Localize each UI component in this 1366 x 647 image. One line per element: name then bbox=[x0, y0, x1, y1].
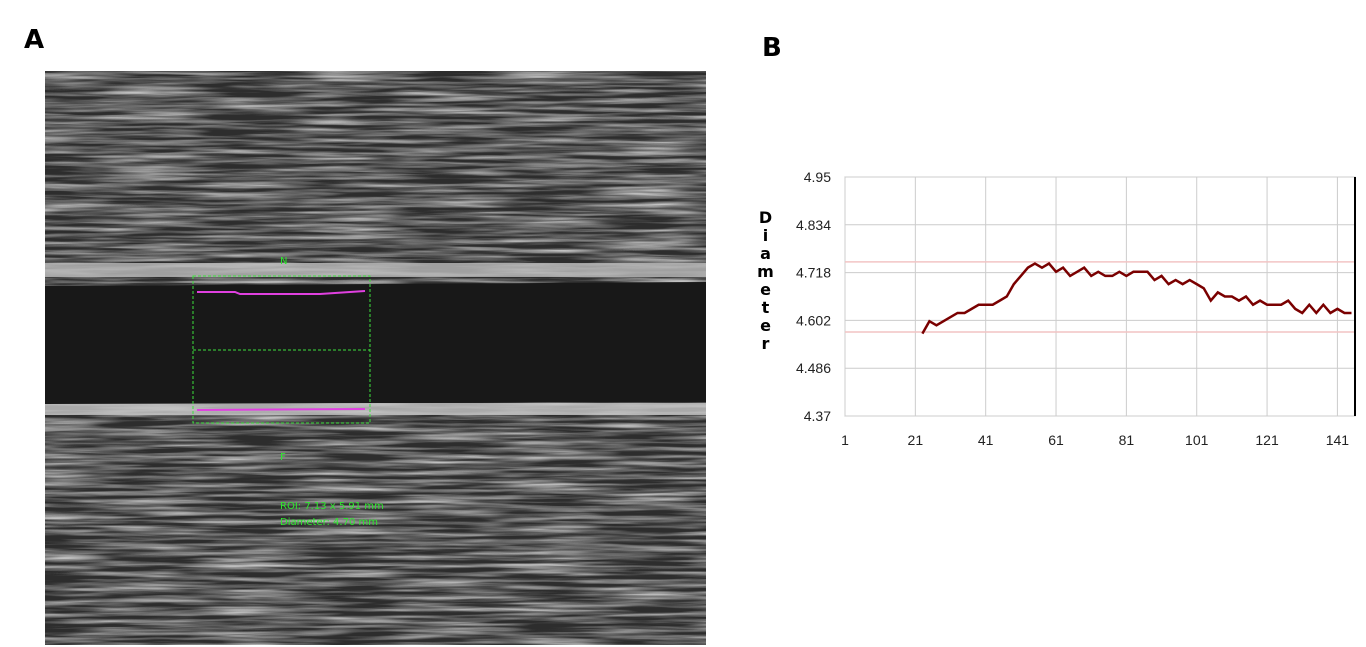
y-tick-label: 4.834 bbox=[796, 217, 831, 233]
panel-label: A bbox=[24, 25, 44, 55]
marker: N bbox=[280, 256, 287, 267]
x-tick-label: 101 bbox=[1185, 432, 1209, 448]
x-tick-label: 141 bbox=[1326, 432, 1350, 448]
panel-label: B bbox=[762, 33, 782, 63]
marker: F bbox=[280, 452, 286, 463]
wall-trace bbox=[197, 290, 366, 295]
data-line bbox=[921, 261, 1352, 335]
plot-area bbox=[844, 176, 1356, 417]
x-tick-label: 1 bbox=[841, 432, 849, 448]
y-axis-label: Diameter bbox=[756, 208, 775, 352]
x-tick-label: 81 bbox=[1119, 432, 1135, 448]
x-tick-label: 61 bbox=[1048, 432, 1064, 448]
y-tick-label: 4.602 bbox=[796, 312, 831, 328]
x-tick-label: 41 bbox=[978, 432, 994, 448]
wall-trace bbox=[196, 408, 366, 411]
y-tick-label: 4.95 bbox=[804, 169, 831, 185]
y-tick-label: 4.718 bbox=[796, 265, 831, 281]
x-tick-label: 121 bbox=[1255, 432, 1279, 448]
roi-text: ROI: 7.13 x 5.91 mm bbox=[280, 501, 384, 512]
y-tick-label: 4.486 bbox=[796, 360, 831, 376]
x-tick-label: 21 bbox=[908, 432, 924, 448]
y-tick-label: 4.37 bbox=[804, 408, 831, 424]
diameter-text: Diameter: 4.70 mm bbox=[280, 517, 378, 528]
ultrasound-image bbox=[45, 71, 706, 645]
